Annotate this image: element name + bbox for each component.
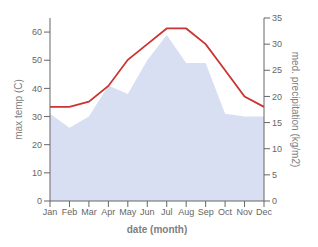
- svg-text:5: 5: [272, 170, 277, 180]
- svg-text:Sep: Sep: [198, 207, 214, 217]
- svg-text:Aug: Aug: [178, 207, 194, 217]
- svg-text:50: 50: [32, 55, 42, 65]
- svg-text:date (month): date (month): [127, 224, 188, 235]
- svg-text:30: 30: [272, 39, 282, 49]
- svg-text:0: 0: [37, 196, 42, 206]
- svg-text:Mar: Mar: [81, 207, 97, 217]
- svg-text:Nov: Nov: [237, 207, 254, 217]
- svg-text:0: 0: [272, 196, 277, 206]
- svg-text:15: 15: [272, 118, 282, 128]
- svg-text:Jul: Jul: [161, 207, 173, 217]
- svg-text:Apr: Apr: [101, 207, 115, 217]
- svg-text:10: 10: [32, 168, 42, 178]
- svg-text:Jun: Jun: [140, 207, 155, 217]
- svg-text:40: 40: [32, 84, 42, 94]
- svg-text:May: May: [119, 207, 137, 217]
- svg-text:max temp (C): max temp (C): [13, 79, 24, 140]
- svg-text:Feb: Feb: [62, 207, 78, 217]
- svg-text:25: 25: [272, 65, 282, 75]
- svg-text:30: 30: [32, 112, 42, 122]
- svg-text:Dec: Dec: [256, 207, 273, 217]
- svg-text:20: 20: [32, 140, 42, 150]
- svg-text:med. precipitation (kg/m2): med. precipitation (kg/m2): [290, 52, 301, 168]
- svg-text:60: 60: [32, 27, 42, 37]
- svg-text:35: 35: [272, 13, 282, 23]
- svg-text:20: 20: [272, 92, 282, 102]
- svg-text:Oct: Oct: [218, 207, 233, 217]
- svg-text:10: 10: [272, 144, 282, 154]
- svg-text:Jan: Jan: [43, 207, 58, 217]
